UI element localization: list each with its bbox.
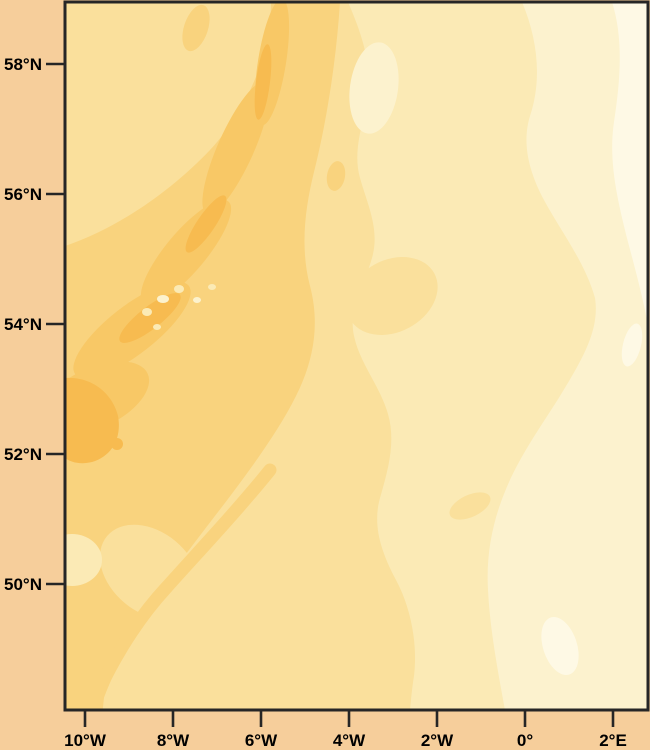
band-level4-tongue (346, 257, 438, 335)
band-level7-dot (111, 438, 123, 450)
band-level7-west-blob (65, 377, 119, 464)
band-level7-ridge-core-1 (119, 293, 181, 343)
x-tick-label-2w: 2°W (421, 731, 454, 750)
speckle-light (174, 285, 184, 293)
band-level1-blob-bottom-right (541, 616, 579, 676)
x-tick-label-4w: 4°W (333, 731, 366, 750)
y-axis-ticks (46, 62, 64, 586)
band-level6-segment-4 (202, 81, 270, 215)
speckle-light (153, 324, 161, 330)
x-axis-labels: 10°W 8°W 6°W 4°W 2°W 0° 2°E (64, 731, 627, 750)
band-level2-east (487, 2, 648, 710)
band-level7-ridge-core-2 (185, 195, 227, 253)
band-level3-pocket-west-edge (65, 534, 102, 586)
band-level4-blob-small (338, 459, 366, 481)
band-level5-patch-top-left (182, 4, 210, 52)
x-tick-label-0: 0° (517, 731, 533, 750)
band-level1-sliver-right (621, 323, 643, 367)
band-level5-narrow-sw (89, 463, 277, 710)
band-level5-spot-mid (326, 161, 346, 191)
y-axis-labels: 58°N 56°N 54°N 52°N 50°N (4, 55, 42, 594)
x-tick-label-10w: 10°W (64, 731, 107, 750)
band-level7-top-streak-core (254, 44, 272, 120)
band-level2-pocket-ne (349, 42, 399, 134)
plot-frame (63, 0, 650, 712)
speckle-light (208, 284, 216, 290)
band-level1-right-strip (612, 2, 648, 326)
x-tick-label-8w: 8°W (157, 731, 190, 750)
x-tick-label-6w: 6°W (245, 731, 278, 750)
speckle-light (193, 297, 201, 303)
contour-bands (65, 2, 648, 710)
y-tick-label-56n: 56°N (4, 185, 42, 204)
x-axis-ticks (83, 711, 615, 727)
band-level4-blob (449, 492, 491, 520)
y-tick-label-54n: 54°N (4, 315, 42, 334)
y-tick-label-52n: 52°N (4, 445, 42, 464)
speckle-light (142, 308, 152, 316)
band-level4-gap-sw (99, 524, 201, 620)
speckle-light (157, 295, 169, 303)
y-tick-label-50n: 50°N (4, 575, 42, 594)
y-tick-label-58n: 58°N (4, 55, 42, 74)
x-tick-label-2e: 2°E (599, 731, 627, 750)
